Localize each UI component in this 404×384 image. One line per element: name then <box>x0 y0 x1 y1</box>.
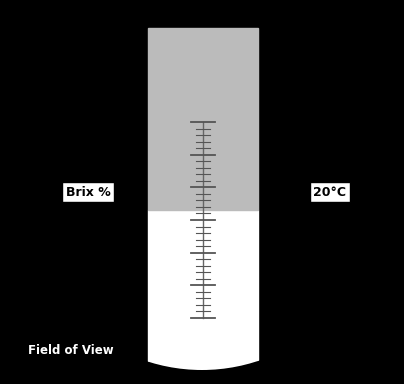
Text: Field of View: Field of View <box>28 344 114 356</box>
Bar <box>148 28 258 210</box>
Text: 5: 5 <box>137 280 144 290</box>
Text: 10: 10 <box>262 248 275 258</box>
Text: 20: 20 <box>131 182 144 192</box>
Text: Brix %: Brix % <box>65 185 110 199</box>
Text: 15: 15 <box>262 215 275 225</box>
Text: 20°C: 20°C <box>314 185 347 199</box>
Text: 25: 25 <box>131 150 144 160</box>
Text: 0: 0 <box>262 313 269 323</box>
Bar <box>148 210 258 375</box>
Circle shape <box>24 14 380 370</box>
Text: 25: 25 <box>262 150 275 160</box>
Text: 20: 20 <box>262 182 275 192</box>
Text: 30: 30 <box>131 117 144 127</box>
Text: 15: 15 <box>131 215 144 225</box>
Text: 10: 10 <box>131 248 144 258</box>
Text: 30: 30 <box>262 117 275 127</box>
Text: 0: 0 <box>137 313 144 323</box>
Text: 5: 5 <box>262 280 269 290</box>
